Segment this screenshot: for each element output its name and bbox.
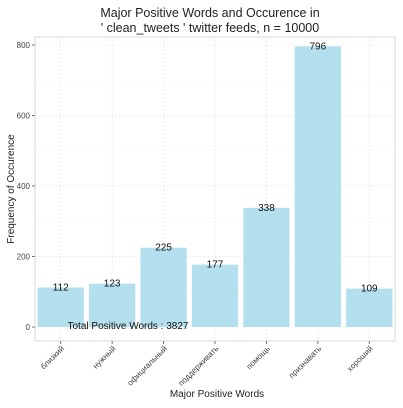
- y-tick-label: 0: [26, 323, 31, 332]
- x-tick-label: близкий: [39, 344, 66, 371]
- x-axis-label: Major Positive Words: [170, 389, 264, 400]
- y-axis-ticks: 0 200 400 600 800: [17, 41, 35, 332]
- bar-value-label: 338: [258, 203, 275, 214]
- bar-value-label: 112: [53, 283, 69, 294]
- chart-title-line1: Major Positive Words and Occurence in: [100, 6, 319, 20]
- bar-value-label: 796: [310, 41, 327, 52]
- x-axis-ticks: близкий нужный официальный поддерживать помо…: [39, 341, 375, 388]
- x-tick-label: нужный: [91, 344, 118, 371]
- bar-близкий: [37, 287, 84, 327]
- bar-нужный: [89, 283, 136, 327]
- x-tick-label: поддерживать: [177, 344, 221, 388]
- total-annotation: Total Positive Words : 3827: [68, 321, 189, 332]
- bars: [37, 46, 393, 327]
- bar-value-label: 109: [361, 284, 378, 295]
- chart-title-line2: ' clean_tweets ' twitter feeds, n = 1000…: [101, 21, 319, 35]
- bar-value-labels: 112 123 225 177 338 796 109: [53, 41, 378, 294]
- x-tick-label: признавать: [287, 344, 323, 380]
- y-tick-label: 600: [17, 112, 31, 121]
- bar-помощь: [243, 207, 290, 327]
- bar-хороший: [346, 288, 393, 327]
- y-tick-label: 800: [17, 41, 31, 50]
- x-tick-label: официальный: [126, 344, 169, 387]
- bar-value-label: 123: [104, 279, 121, 290]
- y-tick-label: 200: [17, 253, 31, 262]
- y-axis-label: Frequency of Occurence: [6, 134, 17, 244]
- bar-value-label: 177: [207, 260, 224, 271]
- x-tick-label: помощь: [245, 344, 272, 371]
- bar-поддерживать: [191, 264, 239, 327]
- x-tick-label: хороший: [345, 344, 374, 373]
- bar-признавать: [294, 46, 341, 327]
- bar-официальный: [140, 247, 187, 327]
- y-tick-label: 400: [17, 182, 31, 191]
- bar-value-label: 225: [155, 243, 172, 254]
